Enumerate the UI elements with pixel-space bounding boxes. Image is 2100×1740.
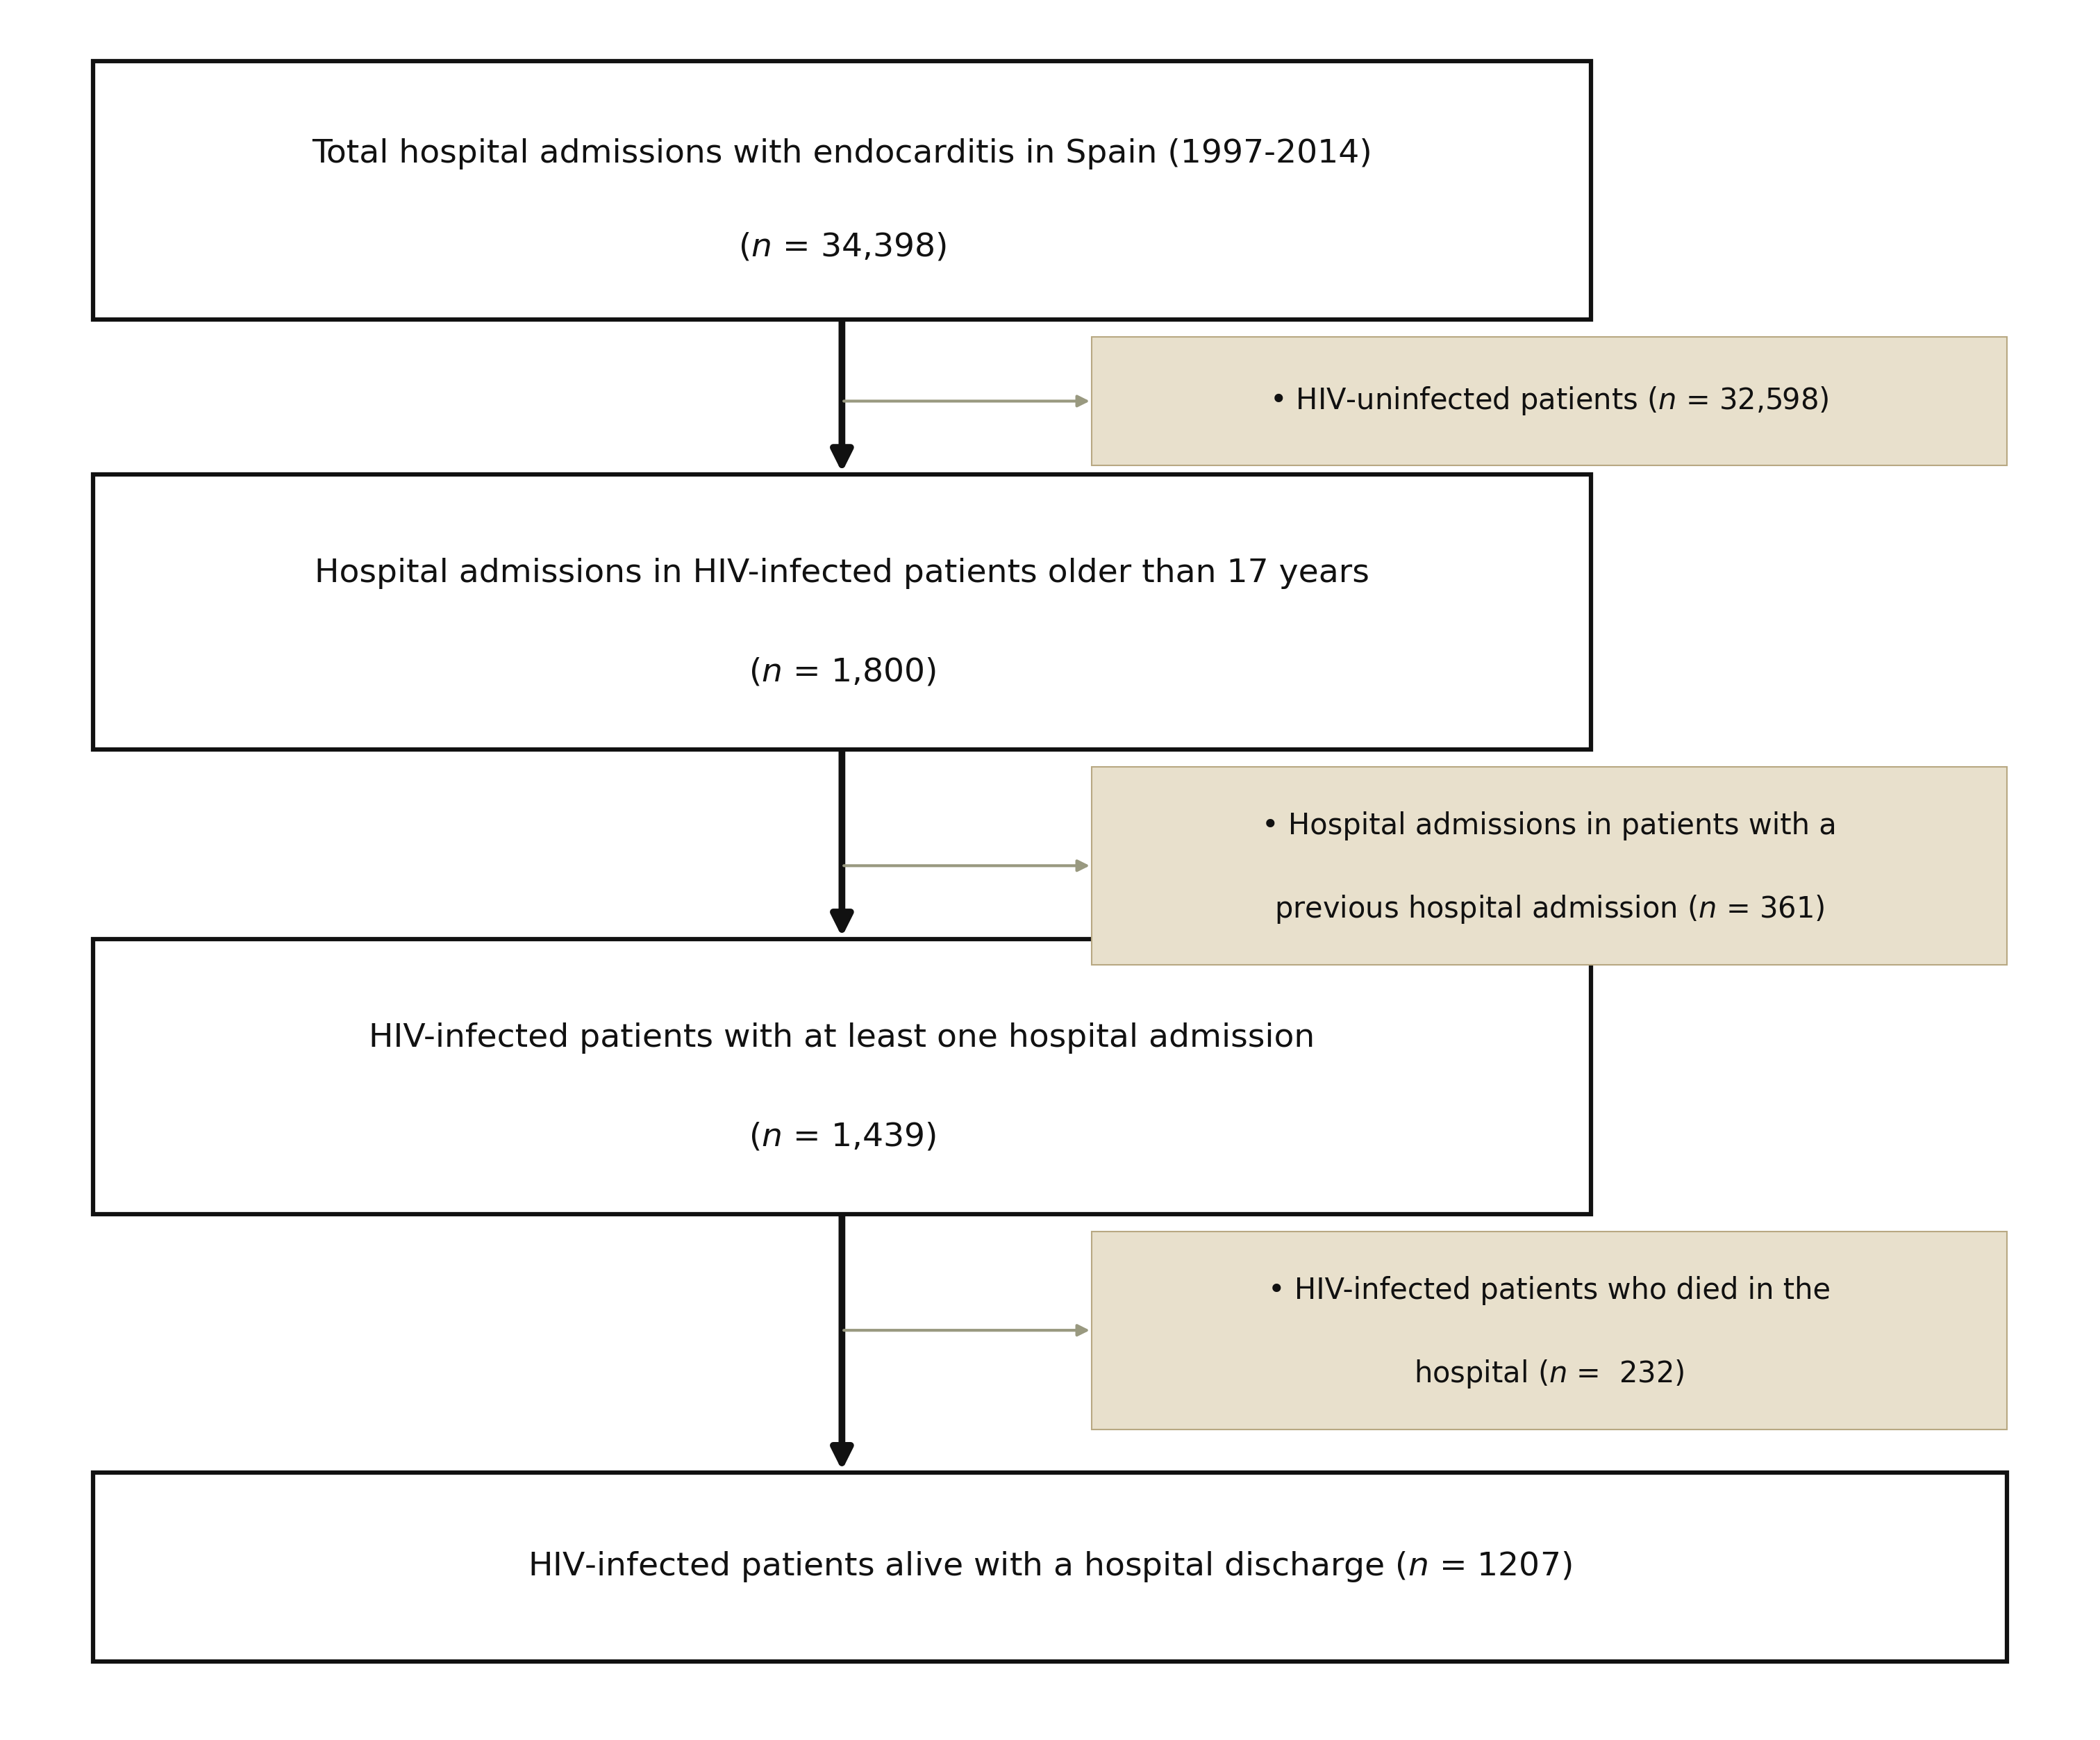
FancyBboxPatch shape	[1092, 767, 2008, 964]
Text: ($\mathit{n}$ = 1,439): ($\mathit{n}$ = 1,439)	[748, 1121, 937, 1152]
Text: previous hospital admission ($\mathit{n}$ = 361): previous hospital admission ($\mathit{n}…	[1275, 893, 1825, 926]
Text: • HIV-infected patients who died in the: • HIV-infected patients who died in the	[1268, 1275, 1831, 1305]
FancyBboxPatch shape	[92, 475, 1592, 750]
Text: hospital ($\mathit{n}$ =  232): hospital ($\mathit{n}$ = 232)	[1413, 1357, 1684, 1390]
FancyBboxPatch shape	[92, 940, 1592, 1215]
FancyBboxPatch shape	[1092, 1232, 2008, 1429]
Text: HIV-infected patients alive with a hospital discharge ($\mathit{n}$ = 1207): HIV-infected patients alive with a hospi…	[527, 1550, 1573, 1583]
Text: • HIV-uninfected patients ($\mathit{n}$ = 32,598): • HIV-uninfected patients ($\mathit{n}$ …	[1270, 385, 1829, 418]
Text: Hospital admissions in HIV-infected patients older than 17 years: Hospital admissions in HIV-infected pati…	[315, 559, 1369, 588]
Text: ($\mathit{n}$ = 1,800): ($\mathit{n}$ = 1,800)	[748, 656, 937, 687]
Text: ($\mathit{n}$ = 34,398): ($\mathit{n}$ = 34,398)	[737, 231, 945, 263]
FancyBboxPatch shape	[1092, 336, 2008, 466]
FancyBboxPatch shape	[92, 61, 1592, 320]
Text: HIV-infected patients with at least one hospital admission: HIV-infected patients with at least one …	[370, 1023, 1315, 1053]
Text: Total hospital admissions with endocarditis in Spain (1997-2014): Total hospital admissions with endocardi…	[311, 139, 1371, 171]
Text: • Hospital admissions in patients with a: • Hospital admissions in patients with a	[1262, 811, 1838, 840]
FancyBboxPatch shape	[92, 1472, 2008, 1662]
